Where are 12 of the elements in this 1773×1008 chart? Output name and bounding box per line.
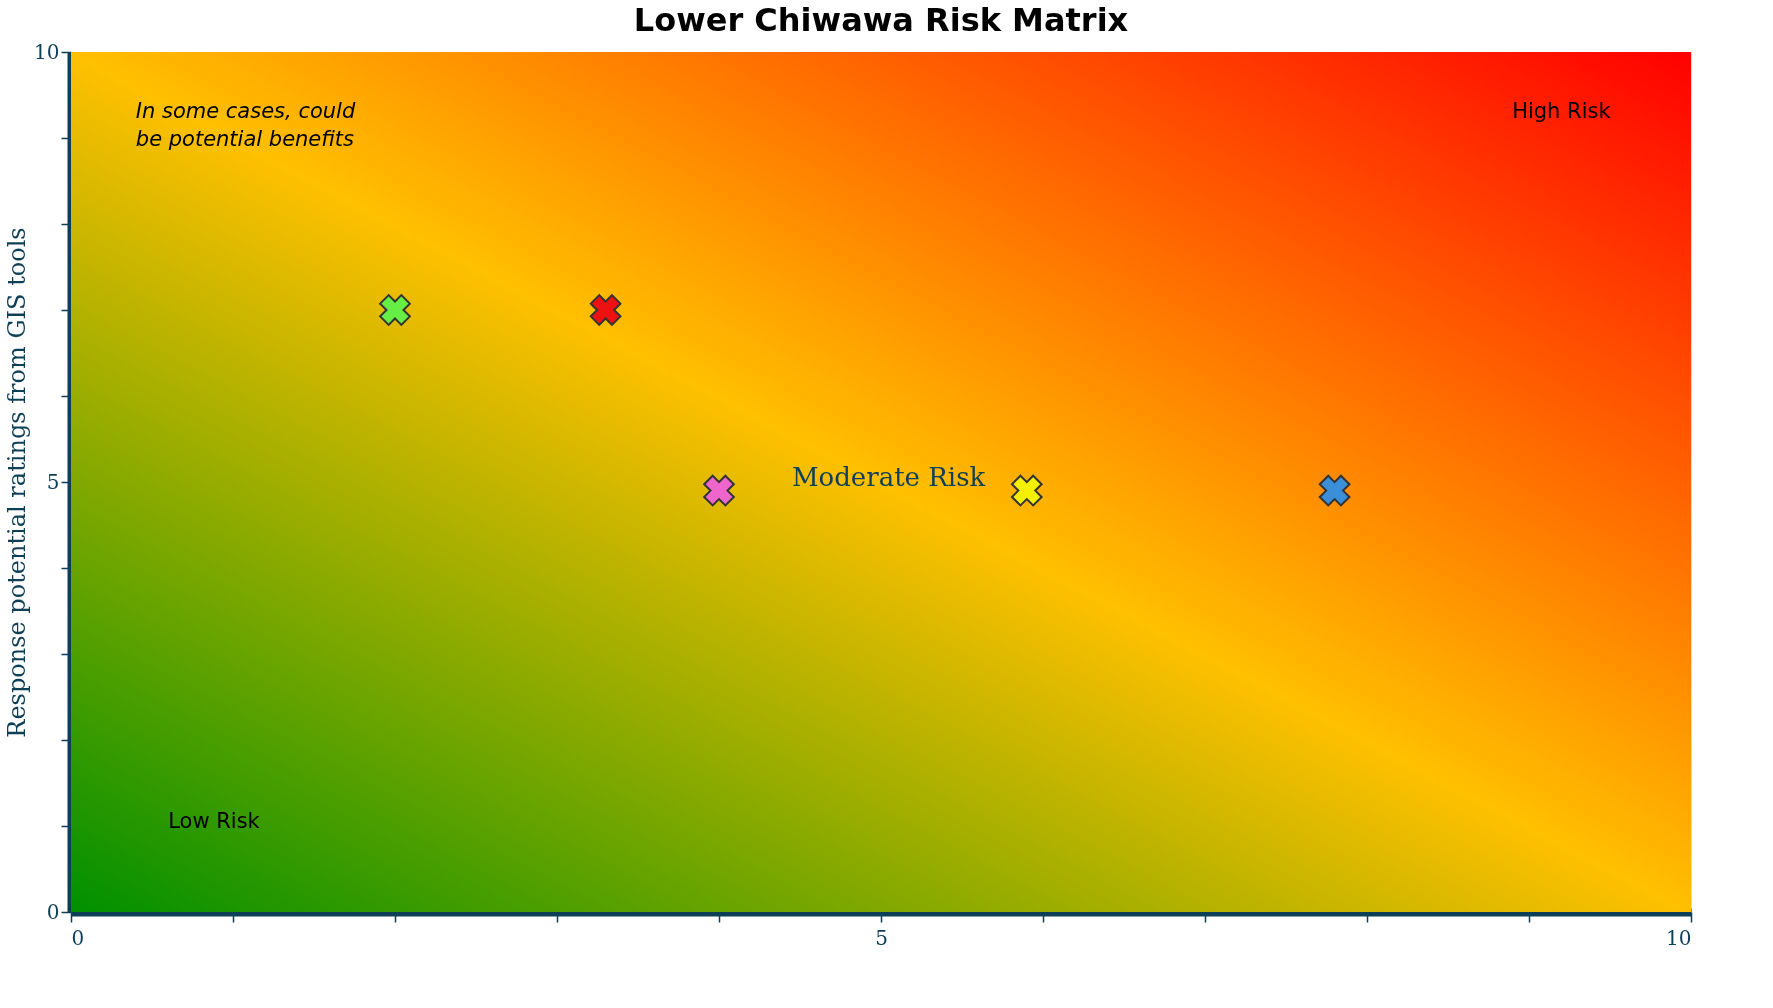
- annotation: High Risk: [1512, 99, 1612, 124]
- annotation: Low Risk: [168, 808, 261, 833]
- annotation: In some cases, could be potential benefits: [135, 99, 356, 152]
- y-tick-label: 10: [34, 39, 60, 64]
- x-tick-label: 0: [71, 925, 85, 950]
- chart-title: Lower Chiwawa Risk Matrix: [633, 1, 1129, 39]
- y-axis-title: Response potential ratings from GIS tools: [3, 227, 32, 738]
- x-tick-label: 10: [1666, 925, 1692, 950]
- annotation: Moderate Risk: [791, 461, 986, 492]
- y-tick-label: 0: [46, 899, 60, 924]
- y-tick-label: 5: [46, 469, 60, 494]
- x-tick-label: 5: [875, 925, 888, 950]
